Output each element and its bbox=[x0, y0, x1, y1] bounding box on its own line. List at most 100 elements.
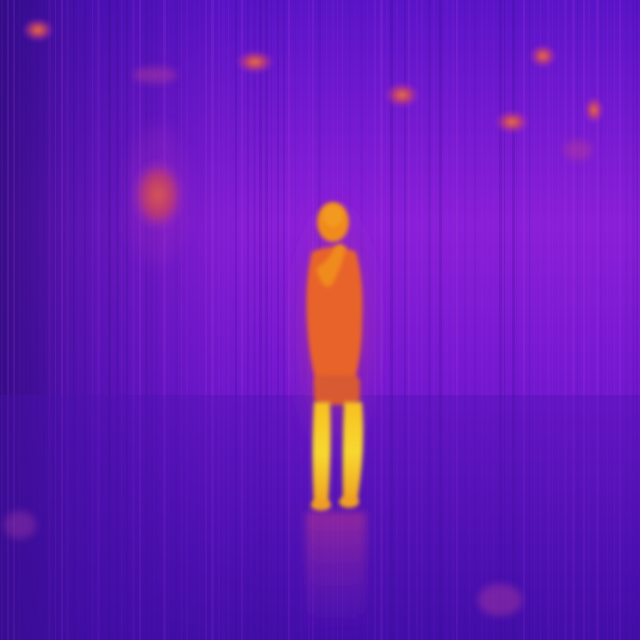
ceiling-light bbox=[22, 18, 54, 42]
ceiling-light bbox=[235, 50, 275, 74]
ceiling-light bbox=[529, 44, 557, 68]
streak bbox=[186, 0, 188, 640]
ceiling-light bbox=[133, 67, 177, 83]
streak bbox=[78, 0, 79, 640]
streak bbox=[547, 0, 550, 640]
streak bbox=[26, 0, 27, 640]
streak bbox=[36, 0, 38, 640]
streak bbox=[499, 0, 502, 640]
streak bbox=[194, 0, 195, 640]
streak bbox=[632, 0, 635, 640]
light-reflection bbox=[478, 584, 522, 616]
streak bbox=[259, 0, 262, 640]
streak bbox=[108, 0, 111, 640]
streak bbox=[534, 0, 535, 640]
streak bbox=[73, 0, 75, 640]
streak bbox=[218, 0, 220, 640]
ceiling-lights bbox=[22, 18, 604, 160]
streak bbox=[596, 0, 599, 640]
streak bbox=[558, 0, 559, 640]
streak bbox=[625, 0, 628, 640]
streak bbox=[211, 0, 214, 640]
streak bbox=[636, 0, 638, 640]
ceiling-light bbox=[384, 82, 420, 108]
streak bbox=[516, 0, 517, 640]
streak bbox=[481, 0, 483, 640]
streak bbox=[116, 0, 119, 640]
streak bbox=[19, 0, 20, 640]
streak bbox=[588, 0, 590, 640]
streak bbox=[619, 0, 621, 640]
streak bbox=[121, 0, 122, 640]
person-face bbox=[323, 205, 343, 227]
person-right-foot bbox=[339, 496, 359, 508]
streak bbox=[228, 0, 229, 640]
streak bbox=[7, 0, 9, 640]
streak bbox=[540, 0, 541, 640]
streak bbox=[48, 0, 51, 640]
streak bbox=[92, 0, 93, 640]
streak bbox=[241, 0, 243, 640]
streak bbox=[493, 0, 494, 640]
streak bbox=[139, 0, 141, 640]
streak bbox=[486, 0, 488, 640]
streak bbox=[1, 0, 3, 640]
ceiling-light bbox=[564, 140, 592, 160]
streak bbox=[428, 0, 431, 640]
streak bbox=[13, 0, 15, 640]
streak bbox=[390, 0, 393, 640]
streak bbox=[404, 0, 406, 640]
streak bbox=[607, 0, 608, 640]
streak bbox=[456, 0, 458, 640]
floor-reflection bbox=[4, 511, 522, 640]
streak bbox=[235, 0, 237, 640]
streak bbox=[199, 0, 200, 640]
streak bbox=[277, 0, 279, 640]
streak bbox=[469, 0, 470, 640]
streak bbox=[43, 0, 45, 640]
streak bbox=[66, 0, 69, 640]
streak bbox=[433, 0, 435, 640]
streak bbox=[552, 0, 553, 640]
streak bbox=[61, 0, 63, 640]
streak bbox=[512, 0, 515, 640]
streak bbox=[416, 0, 418, 640]
streak bbox=[84, 0, 86, 640]
streak bbox=[529, 0, 530, 640]
streak bbox=[504, 0, 505, 640]
streak bbox=[564, 0, 567, 640]
streak bbox=[181, 0, 182, 640]
streak bbox=[55, 0, 56, 640]
streak bbox=[445, 0, 448, 640]
streak bbox=[600, 0, 602, 640]
light-reflection bbox=[4, 511, 36, 539]
streak bbox=[30, 0, 31, 640]
person-left-leg bbox=[312, 402, 331, 505]
streak bbox=[132, 0, 135, 640]
streak bbox=[572, 0, 575, 640]
streak bbox=[102, 0, 103, 640]
streak bbox=[474, 0, 476, 640]
streak bbox=[452, 0, 454, 640]
ceiling-light bbox=[584, 96, 604, 124]
streak bbox=[523, 0, 525, 640]
streak bbox=[408, 0, 410, 640]
streak bbox=[247, 0, 249, 640]
streak bbox=[577, 0, 578, 640]
wall-lamp-halo bbox=[128, 125, 188, 265]
streak bbox=[150, 0, 153, 640]
ceiling-light bbox=[494, 110, 530, 134]
streak bbox=[265, 0, 268, 640]
streak bbox=[614, 0, 615, 640]
person-left-foot bbox=[311, 499, 331, 511]
person-shorts bbox=[314, 375, 360, 405]
person-arms bbox=[316, 244, 346, 287]
streak bbox=[222, 0, 225, 640]
streak bbox=[168, 0, 169, 640]
streak bbox=[156, 0, 157, 640]
streak bbox=[205, 0, 207, 640]
streak bbox=[97, 0, 100, 640]
streak bbox=[439, 0, 442, 640]
